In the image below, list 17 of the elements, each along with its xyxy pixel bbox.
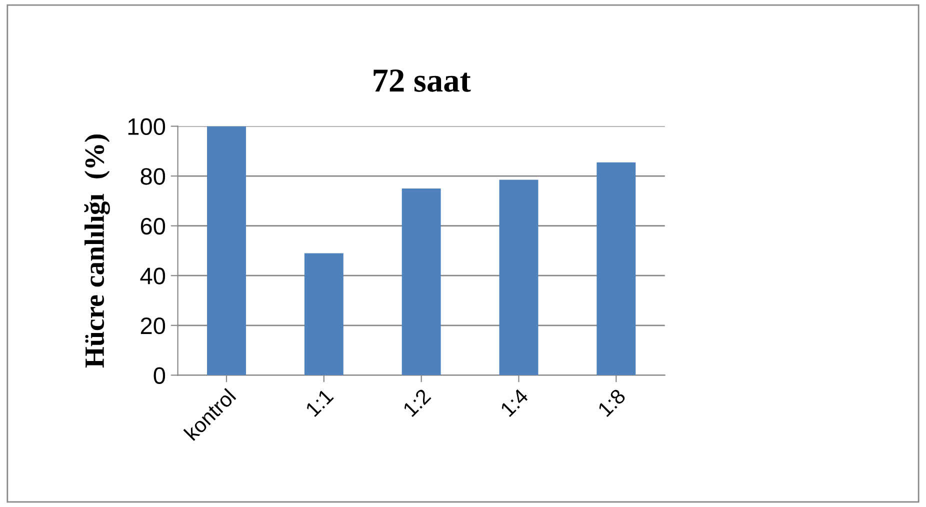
y-tick-label: 80 — [140, 168, 166, 185]
bar — [402, 188, 441, 376]
y-axis-title: Hücre canlılığı (%) — [84, 134, 110, 368]
bar — [499, 180, 538, 376]
y-tick-label: 40 — [140, 268, 166, 284]
y-tick-label: 100 — [128, 118, 166, 136]
bar — [304, 253, 344, 376]
chart-title: 72 saat — [374, 69, 471, 92]
y-tick-label: 60 — [140, 218, 166, 235]
x-tick-label: 1:2 — [402, 388, 432, 418]
x-tick-label: 1:4 — [500, 388, 529, 418]
bar — [596, 162, 636, 376]
y-tick-label: 0 — [154, 367, 166, 384]
bar — [207, 126, 246, 376]
y-tick-label: 20 — [140, 317, 166, 334]
x-tick-label: 1:8 — [597, 388, 626, 418]
x-tick-label: 1:1 — [305, 388, 334, 418]
